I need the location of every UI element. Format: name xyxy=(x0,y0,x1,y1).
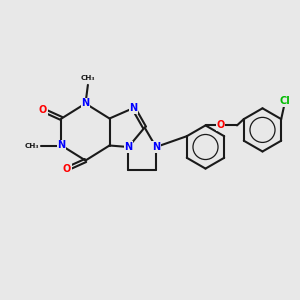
Text: N: N xyxy=(129,103,138,113)
Text: N: N xyxy=(81,98,90,109)
Text: O: O xyxy=(216,120,225,130)
Text: CH₃: CH₃ xyxy=(24,142,39,148)
Text: Cl: Cl xyxy=(279,96,290,106)
Text: N: N xyxy=(57,140,66,151)
Text: N: N xyxy=(152,142,160,152)
Text: N: N xyxy=(124,142,133,152)
Text: CH₃: CH₃ xyxy=(81,75,95,81)
Text: O: O xyxy=(63,164,71,174)
Text: O: O xyxy=(39,105,47,115)
